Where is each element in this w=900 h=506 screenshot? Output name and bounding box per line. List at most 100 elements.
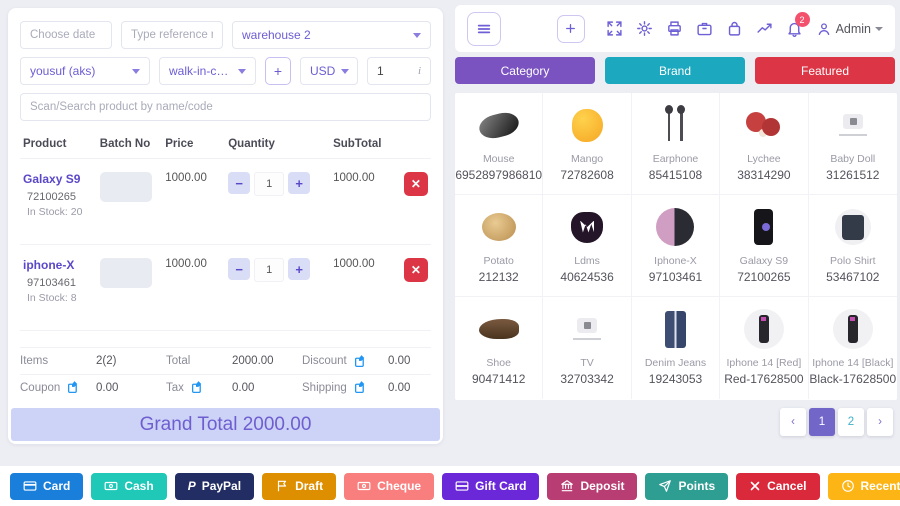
product-card[interactable]: Mango 72782608: [543, 93, 632, 195]
warehouse-select[interactable]: warehouse 2: [232, 21, 431, 49]
cart-product-link[interactable]: iphone-X: [23, 258, 75, 272]
iphone-14-image: [743, 309, 784, 349]
quantity-value[interactable]: 1: [254, 258, 285, 282]
quantity-value[interactable]: 1: [254, 172, 285, 196]
batch-no-input[interactable]: [99, 258, 152, 288]
column-header-batch: Batch No: [96, 129, 163, 159]
currency-value: USD: [310, 64, 336, 78]
menu-icon: [476, 21, 492, 37]
product-search-input[interactable]: [20, 93, 431, 121]
printer-icon[interactable]: [666, 20, 683, 37]
add-button[interactable]: [556, 14, 585, 43]
cart-product-link[interactable]: Galaxy S9: [23, 172, 81, 186]
currency-select[interactable]: USD: [300, 57, 358, 85]
chevron-down-icon: [875, 26, 883, 31]
fullscreen-icon[interactable]: [606, 20, 623, 37]
recent-transaction-button[interactable]: Recent Transaction: [827, 472, 900, 500]
product-card[interactable]: Polo Shirt 53467102: [808, 195, 897, 297]
cash-button[interactable]: Cash: [91, 472, 167, 500]
draft-button[interactable]: Draft: [262, 472, 337, 500]
points-button[interactable]: Points: [645, 472, 729, 500]
product-name: TV: [580, 357, 594, 369]
lychee-image: [744, 110, 784, 140]
card-button[interactable]: Card: [10, 472, 84, 500]
top-toolbar: 2 Admin: [455, 5, 895, 52]
cart-product-code: 97103461: [27, 277, 76, 289]
product-code: 53467102: [826, 270, 880, 284]
shipping-label: Shipping: [302, 381, 347, 394]
product-code: 38314290: [737, 168, 791, 182]
product-name: Ldms: [574, 255, 600, 267]
product-code: 72782608: [560, 168, 614, 182]
brand-button[interactable]: Brand: [605, 57, 745, 84]
total-value: 2000.00: [232, 355, 274, 367]
product-code: Black-17628500: [809, 372, 897, 386]
tax-label: Tax: [166, 381, 184, 394]
prev-page-button[interactable]: ‹: [780, 408, 806, 436]
trending-icon[interactable]: [756, 20, 773, 37]
remove-item-button[interactable]: ✕: [403, 258, 428, 282]
cheque-button[interactable]: Cheque: [344, 472, 435, 500]
product-code: 212132: [478, 270, 519, 284]
menu-button[interactable]: [467, 11, 501, 46]
batch-no-input[interactable]: [99, 172, 152, 202]
product-name: Iphone-X: [654, 255, 697, 267]
edit-discount-icon[interactable]: [354, 354, 367, 368]
cancel-button[interactable]: Cancel: [736, 472, 820, 500]
quantity-increase-button[interactable]: +: [288, 172, 311, 194]
product-card[interactable]: Potato 212132: [455, 195, 544, 297]
product-code: 85415108: [648, 168, 703, 182]
page-2-button[interactable]: 2: [838, 408, 864, 436]
items-label: Items: [20, 355, 49, 367]
product-card[interactable]: Iphone-X 97103461: [631, 195, 721, 297]
product-card[interactable]: Ldms 40624536: [543, 195, 632, 297]
potato-image: [481, 213, 516, 241]
gift-card-button[interactable]: Gift Card: [442, 472, 540, 500]
add-customer-button[interactable]: +: [265, 57, 291, 85]
product-name: Earphone: [652, 153, 699, 165]
edit-tax-icon[interactable]: [191, 381, 204, 394]
product-card[interactable]: Mouse 6952897986810: [455, 93, 544, 195]
deposit-button[interactable]: Deposit: [547, 472, 638, 500]
paypal-button[interactable]: P PayPal: [174, 472, 255, 500]
edit-coupon-icon[interactable]: [67, 381, 80, 394]
cart-product-code: 72100265: [27, 191, 76, 203]
exchange-rate-input[interactable]: 1 i: [367, 57, 431, 85]
product-card[interactable]: Lychee 38314290: [720, 93, 809, 195]
polo-shirt-image: [834, 209, 871, 245]
product-card[interactable]: Shoe 90471412: [455, 297, 544, 399]
cart-table: Product Batch No Price Quantity SubTotal…: [20, 129, 431, 331]
featured-button[interactable]: Featured: [755, 57, 895, 84]
admin-menu[interactable]: Admin: [816, 21, 883, 37]
product-card[interactable]: Galaxy S9 72100265: [720, 195, 809, 297]
remove-item-button[interactable]: ✕: [403, 172, 428, 196]
supplier-select[interactable]: yousuf (aks): [20, 57, 150, 85]
quantity-decrease-button[interactable]: −: [228, 258, 251, 280]
date-input[interactable]: [20, 21, 112, 49]
total-label: Total: [166, 355, 191, 367]
category-button[interactable]: Category: [455, 57, 595, 84]
column-header-subtotal: SubTotal: [330, 129, 401, 159]
product-card[interactable]: Baby Doll 31261512: [808, 93, 897, 195]
customer-select[interactable]: walk-in-customer i: [159, 57, 256, 85]
product-card[interactable]: Iphone 14 [Black] Black-17628500: [809, 297, 897, 399]
supplier-value: yousuf (aks): [30, 64, 96, 78]
reference-input[interactable]: [121, 21, 223, 49]
product-card[interactable]: TV 32703342: [543, 297, 632, 399]
edit-shipping-icon[interactable]: [354, 381, 367, 394]
product-card[interactable]: Earphone 85415108: [631, 93, 721, 195]
grand-total-bar: Grand Total 2000.00: [11, 408, 440, 441]
placeholder-image: [838, 113, 867, 136]
gear-icon[interactable]: [636, 20, 653, 37]
product-card[interactable]: Denim Jeans 19243053: [632, 297, 721, 399]
page-1-button[interactable]: 1: [809, 408, 835, 436]
quantity-decrease-button[interactable]: −: [228, 172, 251, 194]
briefcase-icon[interactable]: [696, 20, 713, 37]
bell-icon[interactable]: 2: [786, 12, 810, 37]
quantity-increase-button[interactable]: +: [288, 258, 311, 280]
product-card[interactable]: Iphone 14 [Red] Red-17628500: [720, 297, 809, 399]
product-name: Denim Jeans: [644, 357, 707, 369]
bag-icon[interactable]: [726, 20, 743, 37]
product-name: Mango: [571, 153, 604, 165]
next-page-button[interactable]: ›: [867, 408, 893, 436]
